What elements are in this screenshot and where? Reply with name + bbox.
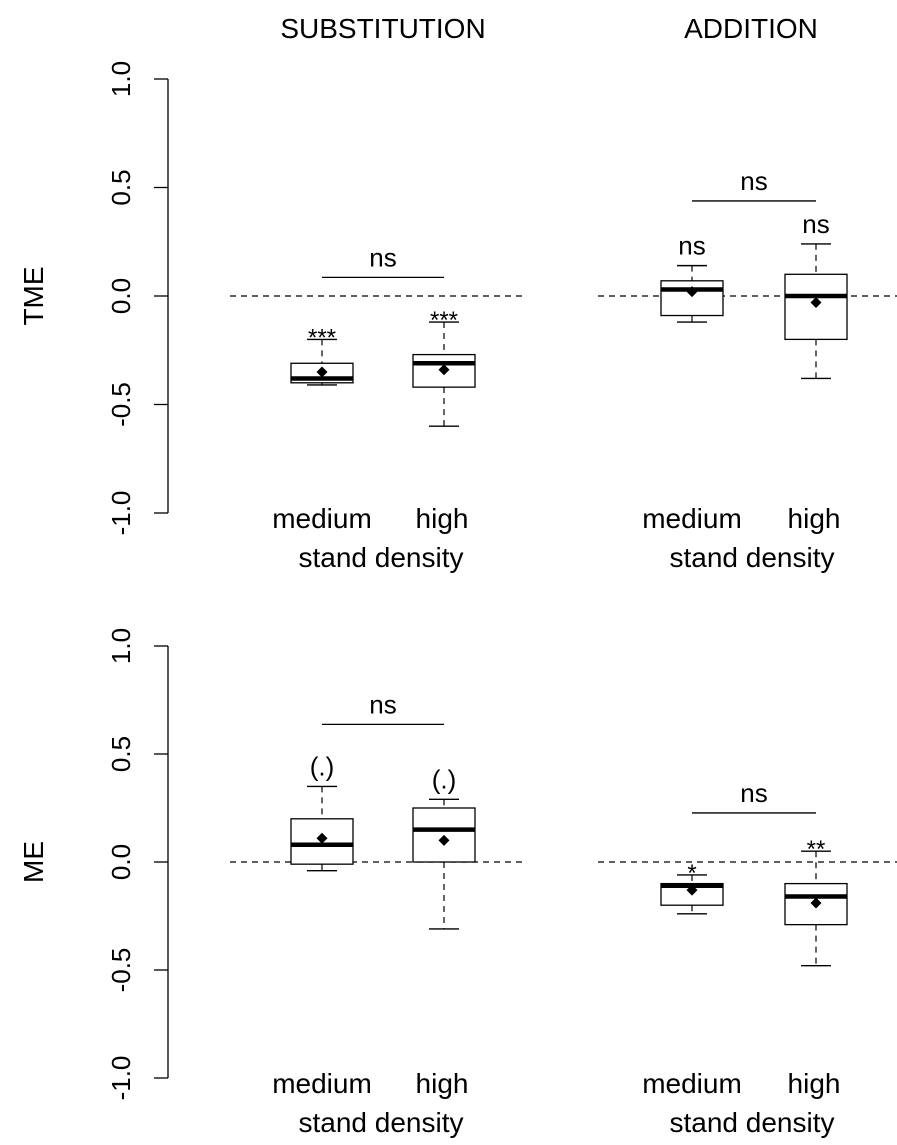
mean-marker-me-substitution-medium bbox=[316, 832, 328, 844]
mean-marker-tme-substitution-medium bbox=[316, 366, 328, 378]
y-tick-label: 0.0 bbox=[106, 844, 136, 880]
comparison-label-tme-addition: ns bbox=[740, 166, 767, 196]
x-tick-label: medium bbox=[272, 1068, 372, 1099]
significance-label-me-substitution-high: (.) bbox=[432, 764, 457, 794]
x-tick-label: high bbox=[788, 503, 841, 534]
x-tick-label: medium bbox=[642, 503, 742, 534]
mean-marker-me-addition-medium bbox=[686, 884, 698, 896]
y-tick-label: -0.5 bbox=[106, 382, 136, 427]
y-tick-label: 0.0 bbox=[106, 278, 136, 314]
x-axis-label: stand density bbox=[299, 1107, 464, 1138]
row-label-me: ME bbox=[18, 841, 49, 883]
mean-marker-tme-addition-high bbox=[810, 297, 822, 309]
significance-label-me-addition-medium: * bbox=[687, 860, 696, 887]
y-tick-label: -1.0 bbox=[106, 491, 136, 536]
column-title-substitution: SUBSTITUTION bbox=[280, 13, 485, 44]
significance-label-tme-substitution-medium: *** bbox=[308, 324, 336, 351]
mean-marker-me-substitution-high bbox=[438, 834, 450, 846]
comparison-label-tme-substitution: ns bbox=[369, 242, 396, 272]
comparison-label-me-addition: ns bbox=[740, 778, 767, 808]
x-tick-label: medium bbox=[642, 1068, 742, 1099]
x-tick-label: high bbox=[416, 503, 469, 534]
significance-label-tme-addition-high: ns bbox=[802, 209, 829, 239]
y-tick-label: 1.0 bbox=[106, 628, 136, 664]
x-axis-label: stand density bbox=[299, 542, 464, 573]
significance-label-tme-substitution-high: *** bbox=[430, 307, 458, 334]
y-tick-label: -1.0 bbox=[106, 1056, 136, 1101]
x-tick-label: high bbox=[788, 1068, 841, 1099]
x-tick-label: high bbox=[416, 1068, 469, 1099]
comparison-label-me-substitution: ns bbox=[369, 689, 396, 719]
x-axis-label: stand density bbox=[670, 542, 835, 573]
y-tick-label: 0.5 bbox=[106, 736, 136, 772]
significance-label-me-addition-high: ** bbox=[807, 836, 826, 863]
x-tick-label: medium bbox=[272, 503, 372, 534]
significance-label-me-substitution-medium: (.) bbox=[310, 751, 335, 781]
y-tick-label: 1.0 bbox=[106, 61, 136, 97]
mean-marker-tme-substitution-high bbox=[438, 364, 450, 376]
box-tme-addition-medium bbox=[660, 280, 724, 317]
y-tick-label: 0.5 bbox=[106, 169, 136, 205]
mean-marker-me-addition-high bbox=[810, 897, 822, 909]
y-tick-label: -0.5 bbox=[106, 948, 136, 993]
row-label-tme: TME bbox=[18, 266, 49, 325]
x-axis-label: stand density bbox=[670, 1107, 835, 1138]
significance-label-tme-addition-medium: ns bbox=[678, 231, 705, 261]
column-title-addition: ADDITION bbox=[684, 13, 818, 44]
mean-marker-tme-addition-medium bbox=[686, 286, 698, 298]
